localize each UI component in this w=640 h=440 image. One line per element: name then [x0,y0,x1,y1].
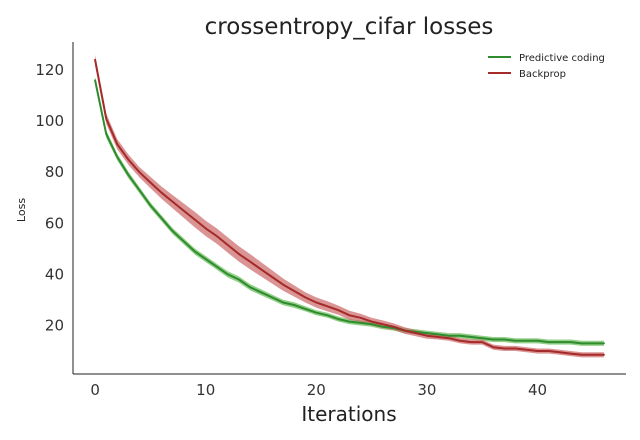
band-predictive-coding [95,76,604,346]
y-tick-labels: 20 40 60 80 100 120 [35,61,64,334]
band-backprop [95,54,604,358]
y-tick-label: 40 [45,265,64,283]
x-tick-label: 40 [528,381,547,399]
legend-item: Backprop [488,69,566,80]
line-predictive-coding [94,79,605,345]
x-tick-labels: 0 10 20 30 40 [90,381,547,399]
confidence-bands [95,54,604,358]
legend-label: Predictive coding [519,53,605,64]
y-tick-label: 80 [45,163,64,181]
y-tick-label: 120 [35,61,64,79]
line-backprop [94,58,605,356]
legend-label: Backprop [519,69,566,80]
x-tick-label: 30 [417,381,436,399]
y-axis-label: Loss [15,198,28,222]
x-tick-label: 10 [196,381,215,399]
series-lines [94,58,605,356]
x-tick-label: 20 [307,381,326,399]
axes [72,42,626,375]
legend-item: Predictive coding [488,53,605,64]
chart-title: crossentropy_cifar losses [205,14,494,40]
y-tick-label: 60 [45,214,64,232]
x-axis-label: Iterations [301,402,396,426]
y-tick-label: 100 [35,112,64,130]
y-tick-label: 20 [45,316,64,334]
x-tick-label: 0 [90,381,100,399]
legend: Predictive coding Backprop [488,53,605,80]
